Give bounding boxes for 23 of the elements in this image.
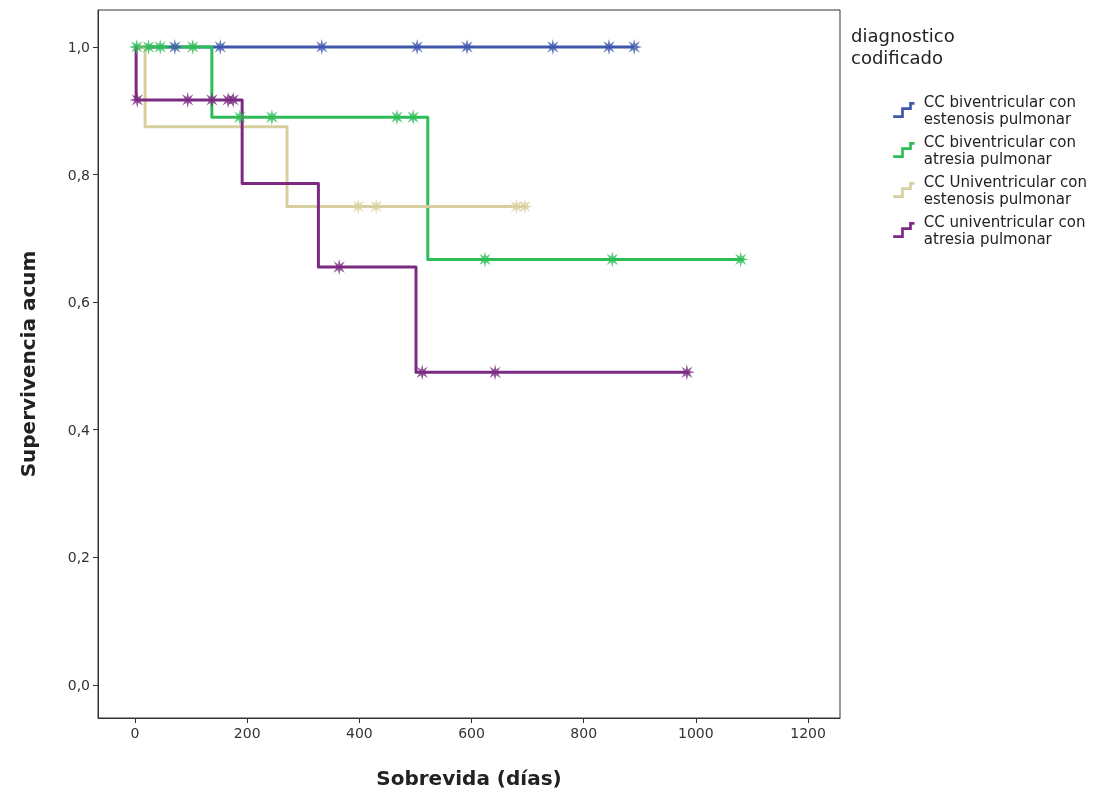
- point: [128, 38, 145, 55]
- y-tick-label: 0,2: [67, 549, 90, 566]
- legend-label: CC univentricular con atresia pulmonar: [923, 212, 1086, 248]
- legend-label: CC biventricular con estenosis pulmonar: [923, 92, 1077, 128]
- legend-label: CC Univentricular con estenosis pulmonar: [923, 172, 1088, 208]
- x-axis-title: Sobrevida (días): [376, 766, 562, 790]
- x-tick-label: 0: [130, 725, 140, 741]
- point: [166, 38, 183, 55]
- y-tick-label: 1,0: [67, 38, 90, 55]
- y-axis-title: Supervivencia acum: [16, 250, 40, 478]
- legend-label: CC biventricular con atresia pulmonar: [923, 132, 1077, 168]
- x-tick-label: 1200: [790, 725, 826, 741]
- x-tick-label: 400: [345, 725, 373, 741]
- y-tick-label: 0,4: [67, 421, 91, 438]
- x-tick-label: 1000: [678, 725, 714, 741]
- y-tick-label: 0,8: [67, 166, 90, 183]
- x-tick-label: 800: [570, 725, 598, 741]
- y-tick-label: 0,0: [67, 676, 90, 693]
- x-tick-label: 600: [458, 725, 485, 741]
- y-tick-label: 0,6: [67, 294, 91, 311]
- point: [626, 38, 643, 55]
- legend-title: diagnostico codificado: [851, 24, 961, 68]
- x-tick-label: 200: [233, 725, 261, 741]
